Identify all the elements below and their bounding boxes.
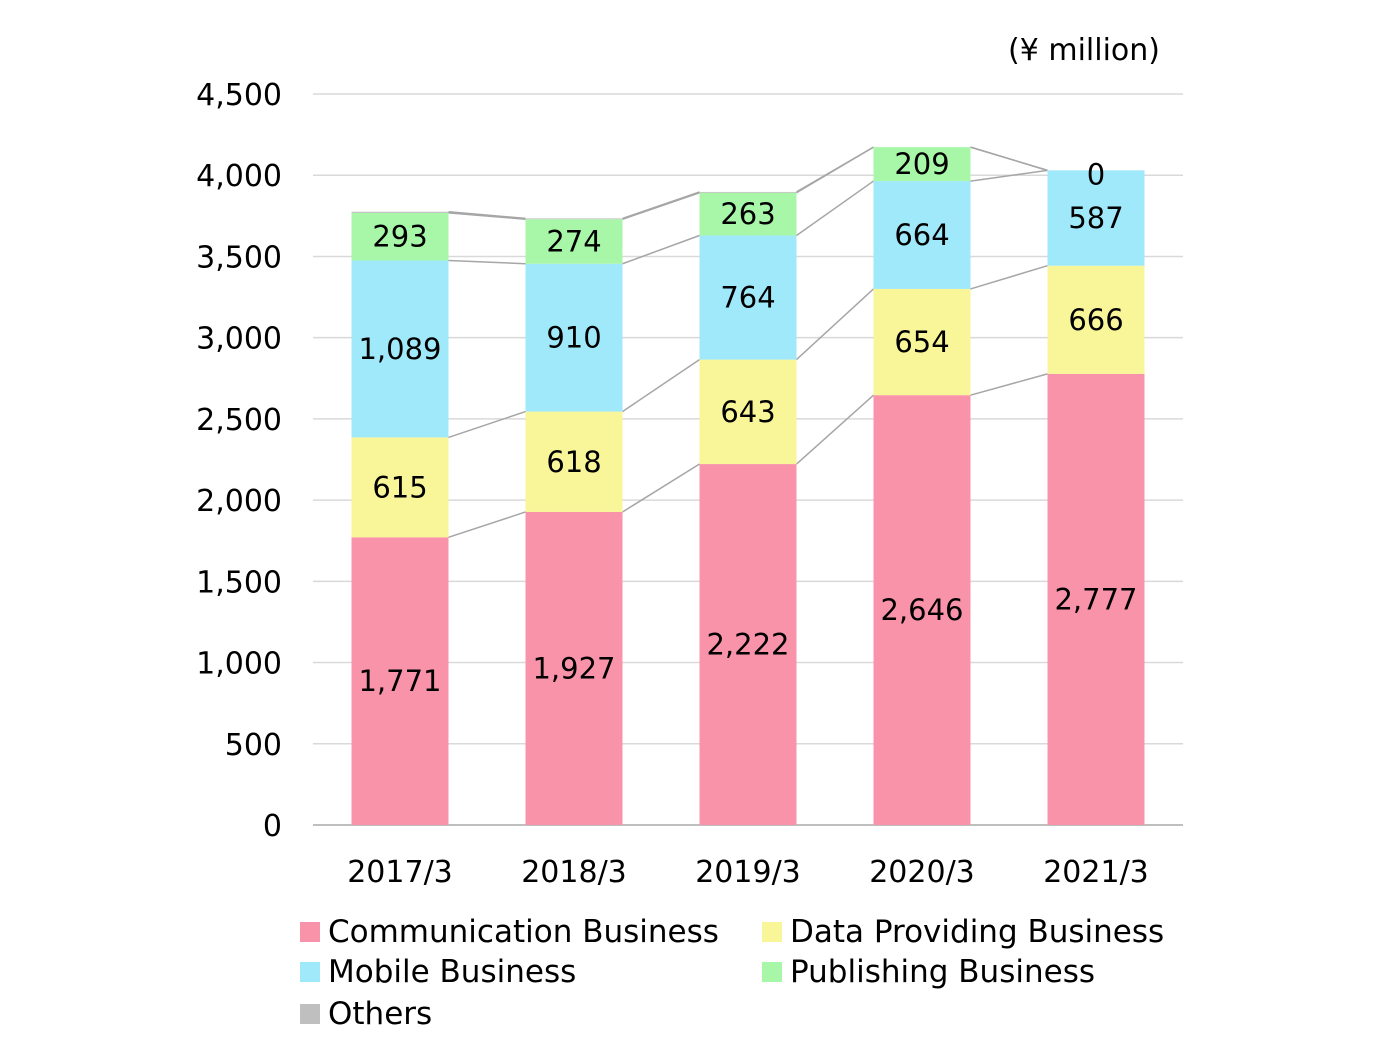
bar-segment — [1047, 170, 1145, 266]
bar-segment — [1047, 373, 1145, 825]
data-label: 910 — [546, 321, 601, 355]
y-tick-label: 1,500 — [196, 565, 282, 600]
bar-segment — [873, 395, 971, 825]
y-tick-label: 2,000 — [196, 484, 282, 519]
data-label: 1,771 — [358, 664, 441, 698]
x-tick-label: 2019/3 — [695, 855, 801, 890]
data-label: 2,222 — [706, 628, 789, 662]
series-connector-line — [795, 394, 875, 465]
bar-segment — [1047, 265, 1145, 374]
series-connector-line — [622, 192, 700, 220]
unit-label: (¥ million) — [1008, 33, 1160, 68]
legend-item: Data Providing Business — [762, 912, 1164, 952]
y-tick-label: 4,000 — [196, 159, 282, 194]
bar-segment — [873, 288, 971, 396]
series-connector-line — [970, 264, 1048, 290]
series-connector-line — [448, 259, 526, 265]
series-connector-line — [795, 288, 875, 361]
data-label: 618 — [546, 445, 601, 479]
series-connector-line — [796, 180, 874, 237]
data-label: 643 — [720, 395, 775, 429]
legend-swatch — [300, 1004, 320, 1024]
bars — [351, 147, 1145, 825]
bar-segment — [351, 260, 449, 438]
bar-segment — [525, 219, 623, 264]
data-label: 664 — [894, 218, 949, 252]
series-connector-line — [448, 511, 526, 539]
y-tick-label: 1,000 — [196, 647, 282, 682]
data-label: 654 — [894, 325, 949, 359]
legend-label: Others — [328, 996, 433, 1032]
legend-swatch — [762, 922, 782, 942]
series-connector-line — [448, 212, 526, 220]
x-tick-label: 2020/3 — [869, 855, 975, 890]
y-tick-label: 2,500 — [196, 403, 282, 438]
connector-lines — [448, 146, 1048, 539]
y-tick-label: 500 — [225, 728, 282, 763]
stacked-bar-chart: 1,771 615 1,089 293 1,927 618 910 274 2,222 643 76… — [196, 33, 1183, 890]
bar-segment — [699, 191, 797, 193]
data-label: 263 — [720, 197, 775, 231]
data-label: 0 — [1087, 157, 1105, 191]
data-label: 1,927 — [532, 651, 615, 685]
legend-item: Communication Business — [300, 912, 719, 952]
series-connector-line — [622, 358, 700, 413]
x-tick-label: 2021/3 — [1043, 855, 1149, 890]
series-connector-line — [622, 234, 700, 265]
y-tick-label: 0 — [263, 809, 282, 844]
bar-segment — [873, 181, 971, 289]
legend-swatch — [300, 922, 320, 942]
bar-segment — [351, 537, 449, 825]
bar-segment — [525, 411, 623, 512]
bar-segment — [351, 437, 449, 538]
data-label: 666 — [1068, 303, 1123, 337]
legend-label: Communication Business — [328, 914, 719, 950]
bar-segment — [525, 218, 623, 220]
bar-segment — [699, 192, 797, 236]
legend-label: Data Providing Business — [790, 914, 1165, 950]
data-labels: 1,771 615 1,089 293 1,927 618 910 274 2,222 643 76… — [358, 147, 1137, 698]
bar-segment — [525, 263, 623, 412]
legend-item: Publishing Business — [762, 952, 1095, 992]
data-label: 2,646 — [880, 593, 963, 627]
legend-item: Mobile Business — [300, 952, 576, 992]
data-label: 587 — [1068, 201, 1123, 235]
data-label: 293 — [372, 220, 427, 254]
series-connector-line — [970, 169, 1048, 182]
series-connector-line — [796, 146, 874, 193]
bar-segment — [525, 511, 623, 825]
bar-segment — [699, 464, 797, 825]
bar-segment — [699, 235, 797, 360]
legend-swatch — [300, 962, 320, 982]
x-axis-ticks: 2017/3 2018/3 2019/3 2020/3 2021/3 — [347, 855, 1149, 890]
data-label: 1,089 — [358, 332, 441, 366]
x-tick-label: 2018/3 — [521, 855, 627, 890]
bar-segment — [351, 212, 449, 261]
x-tick-label: 2017/3 — [347, 855, 453, 890]
legend-label: Mobile Business — [328, 954, 577, 990]
series-connector-line — [622, 463, 700, 513]
y-tick-label: 4,500 — [196, 78, 282, 113]
legend-item: Others — [300, 994, 432, 1034]
series-connector-line — [448, 410, 526, 439]
series-connector-line — [448, 211, 526, 220]
y-tick-label: 3,000 — [196, 322, 282, 357]
data-label: 274 — [546, 224, 601, 258]
legend-label: Publishing Business — [790, 954, 1095, 990]
series-connector-line — [970, 373, 1048, 396]
y-tick-label: 3,500 — [196, 240, 282, 275]
bar-segment — [873, 147, 971, 182]
bar-segment — [351, 211, 449, 213]
bar-segment — [699, 359, 797, 465]
series-connector-line — [970, 146, 1048, 172]
data-label: 615 — [372, 470, 427, 504]
data-label: 209 — [894, 147, 949, 181]
series-connector-line — [622, 191, 700, 220]
legend-swatch — [762, 962, 782, 982]
data-label: 2,777 — [1054, 582, 1137, 616]
data-label: 764 — [720, 281, 775, 315]
y-axis-ticks: 0 500 1,000 1,500 2,000 2,500 3,000 3,500 4,000 4… — [196, 78, 282, 844]
